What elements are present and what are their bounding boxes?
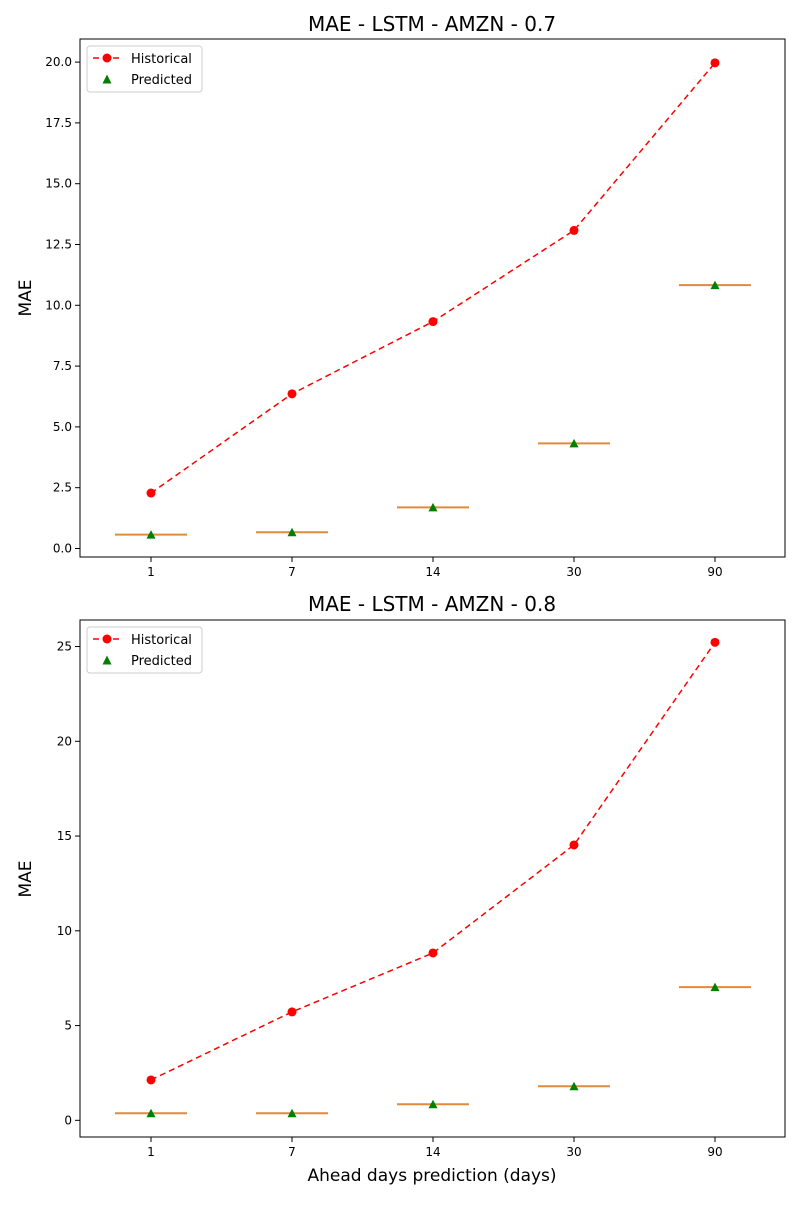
historical-point: [569, 225, 579, 235]
predicted-point: [287, 1108, 297, 1118]
plot-marks: 0 5 10 15 20 25 1 7 14 30 90: [57, 637, 751, 1159]
historical-point: [710, 637, 720, 647]
legend-predicted-label: Predicted: [131, 654, 192, 669]
predicted-point: [710, 280, 720, 290]
predicted-point: [569, 1081, 579, 1091]
predicted-point: [569, 438, 579, 448]
historical-point: [569, 840, 579, 850]
y-tick-label: 7.5: [53, 359, 72, 373]
x-tick-label: 14: [425, 1145, 440, 1159]
y-tick-label: 20: [57, 734, 72, 748]
y-tick-label: 0.0: [53, 541, 72, 555]
legend-historical-marker: [102, 634, 112, 644]
historical-point: [146, 1075, 156, 1085]
y-tick-label: 0: [64, 1113, 72, 1127]
historical-point: [287, 1007, 297, 1017]
y-axis-label: MAE: [16, 279, 36, 316]
x-axis-label: Ahead days prediction (days): [307, 1166, 556, 1186]
chart-mae-lstm-amzn-0-7: MAE - LSTM - AMZN - 0.7 MAE 0.0 2.5 5.0 7.5…: [16, 12, 786, 579]
y-tick-label: 5.0: [53, 420, 72, 434]
chart-title: MAE - LSTM - AMZN - 0.8: [308, 592, 556, 616]
historical-point: [146, 488, 156, 498]
y-tick-label: 25: [57, 640, 72, 654]
y-axis-label: MAE: [16, 860, 36, 897]
plot-frame: [79, 619, 786, 1138]
legend: Historical Predicted: [86, 45, 203, 93]
predicted-point: [710, 982, 720, 992]
legend-historical-marker: [102, 53, 112, 63]
x-tick-label: 90: [707, 565, 722, 579]
y-tick-label: 5: [64, 1019, 72, 1033]
x-tick-label: 90: [707, 1145, 722, 1159]
legend: Historical Predicted: [86, 626, 203, 674]
plot-frame: [79, 38, 786, 558]
y-tick-label: 17.5: [45, 116, 72, 130]
y-tick-label: 15.0: [45, 177, 72, 191]
x-tick-label: 7: [288, 565, 296, 579]
chart-title: MAE - LSTM - AMZN - 0.7: [308, 12, 556, 36]
historical-point: [428, 317, 438, 327]
predicted-point: [428, 502, 438, 512]
y-tick-label: 10.0: [45, 298, 72, 312]
x-tick-label: 1: [147, 565, 155, 579]
y-tick-label: 12.5: [45, 237, 72, 251]
x-tick-label: 30: [566, 565, 581, 579]
historical-point: [428, 948, 438, 958]
chart-mae-lstm-amzn-0-8: MAE - LSTM - AMZN - 0.8 MAE Ahead days p…: [16, 592, 786, 1186]
predicted-point: [146, 530, 156, 539]
predicted-point: [428, 1099, 438, 1109]
historical-point: [287, 389, 297, 399]
y-tick-label: 20.0: [45, 55, 72, 69]
y-tick-label: 2.5: [53, 481, 72, 495]
predicted-point: [146, 1108, 156, 1118]
y-tick-label: 10: [57, 924, 72, 938]
x-tick-label: 30: [566, 1145, 581, 1159]
predicted-point: [287, 527, 297, 537]
x-tick-label: 14: [425, 565, 440, 579]
historical-line: [150, 641, 716, 1081]
x-tick-label: 7: [288, 1145, 296, 1159]
plot-marks: 0.0 2.5 5.0 7.5 10.0 12.5 15.0 17.5 20.0 1 7 14 30 90: [45, 55, 751, 579]
legend-predicted-label: Predicted: [131, 73, 192, 88]
legend-predicted-marker: [102, 74, 112, 84]
legend-historical-label: Historical: [131, 633, 192, 648]
legend-predicted-marker: [102, 655, 112, 665]
y-tick-label: 15: [57, 829, 72, 843]
x-tick-label: 1: [147, 1145, 155, 1159]
legend-historical-label: Historical: [131, 52, 192, 67]
historical-point: [710, 58, 720, 68]
